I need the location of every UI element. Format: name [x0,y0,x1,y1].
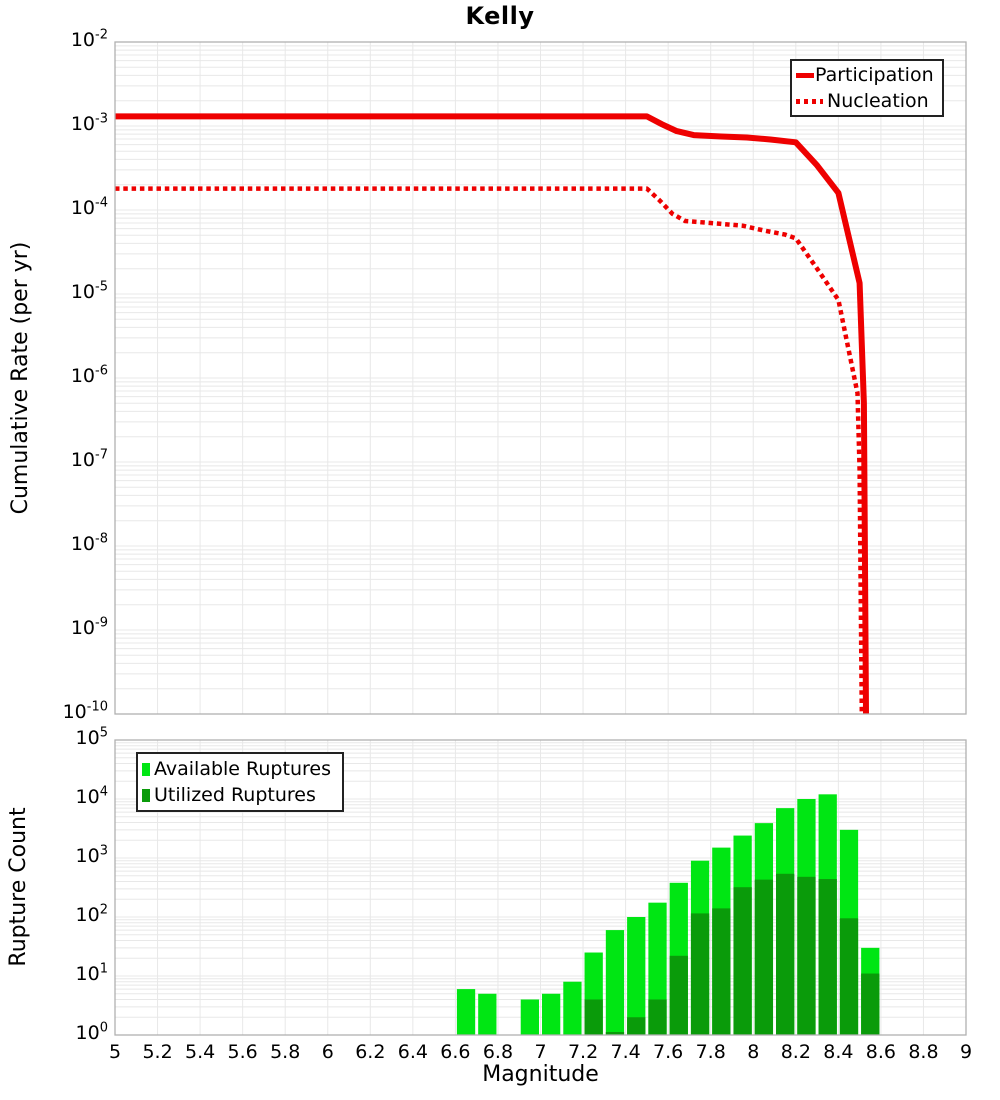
legend-label-nucleation: Nucleation [827,90,929,112]
utilized-bar [754,879,774,1035]
x-tick-label: 8.6 [865,1041,896,1063]
legend-entry-nucleation: Nucleation [796,88,938,114]
y-tick-label: 10-7 [70,447,108,471]
participation-line [115,113,869,714]
utilized-bar [627,1017,646,1035]
available-bar [605,930,625,1035]
participation-line-sample-icon [796,72,814,78]
utilized-bar [605,1032,625,1035]
utilized-bars [584,873,880,1035]
y-tick-label: 10-6 [70,363,108,387]
nucleation-line [115,186,865,714]
x-tick-label: 6 [321,1041,334,1063]
utilized-bar [797,876,816,1035]
utilized-bar [861,973,880,1035]
gridlines-top [115,42,966,715]
legend-label-utilized: Utilized Ruptures [154,784,316,806]
available-bar [456,989,476,1035]
legend-ruptures: Available Ruptures Utilized Ruptures [136,752,344,812]
utilized-ruptures-swatch-icon [142,788,150,802]
x-tick-label: 5.4 [184,1041,216,1063]
x-tick-label: 7.2 [567,1041,599,1063]
available-bar [478,993,497,1035]
available-bar [627,917,646,1035]
utilized-bar [733,887,752,1035]
x-axis-label: Magnitude [482,1062,599,1087]
x-tick-label: 5.2 [142,1041,173,1063]
x-tick-label: 5.6 [227,1041,258,1063]
x-tick-label: 6.8 [482,1041,514,1063]
available-bar [542,993,561,1035]
y-tick-label: 10-8 [70,531,108,555]
utilized-bar [776,873,795,1035]
legend-label-available: Available Ruptures [154,758,331,780]
plot-frame-top [114,41,967,715]
legend-label-participation: Participation [815,64,934,86]
y-tick-label: 10-9 [70,615,108,639]
chart-title: Kelly [465,2,535,30]
y-tick-label: 10-5 [70,279,108,303]
nucleation-line-sample-icon [796,98,823,104]
x-tick-label: 7.6 [653,1041,684,1063]
x-tick-label: 7.4 [610,1041,641,1063]
y-tick-label: 100 [75,1020,108,1044]
y-axis-label-rate: Cumulative Rate (per yr) [8,241,33,515]
available-bar [520,999,539,1035]
x-tick-label: 6.2 [355,1041,386,1063]
legend-entry-utilized: Utilized Ruptures [142,782,338,808]
y-tick-label: 10-10 [62,699,108,723]
x-tick-label: 8.8 [908,1041,939,1063]
x-tick-label: 8 [747,1041,760,1063]
y-axis-label-count: Rupture Count [6,807,31,967]
legend-entry-available: Available Ruptures [142,756,338,782]
x-tick-label: 7.8 [695,1041,726,1063]
utilized-bar [818,879,837,1035]
utilized-bar [690,913,710,1035]
y-tick-label: 102 [75,902,108,926]
x-tick-label: 8.2 [780,1041,811,1063]
x-tick-label: 8.4 [823,1041,854,1063]
y-tick-label: 105 [75,725,108,749]
legend-rates: Participation Nucleation [790,59,944,117]
y-tick-label: 101 [75,961,108,985]
x-tick-label: 6.6 [440,1041,471,1063]
utilized-bar [712,908,731,1035]
x-tick-label: 7 [534,1041,547,1063]
utilized-bar [839,918,859,1035]
utilized-bar [648,999,667,1035]
y-tick-label: 10-3 [70,111,108,135]
y-tick-label: 10-4 [70,195,108,219]
y-tick-label: 10-2 [70,27,108,51]
y-tick-label: 103 [75,843,108,867]
x-tick-label: 9 [959,1041,973,1063]
y-tick-label: 104 [75,784,108,808]
legend-entry-participation: Participation [796,62,938,88]
x-tick-label: 5.8 [270,1041,301,1063]
utilized-bar [669,955,688,1035]
plot-frame-bottom [114,739,967,1036]
utilized-bar [584,999,603,1035]
rate-lines [115,113,869,714]
x-tick-label: 5 [108,1041,122,1063]
available-bar [563,981,582,1035]
available-ruptures-swatch-icon [142,762,150,776]
x-tick-label: 6.4 [397,1041,428,1063]
